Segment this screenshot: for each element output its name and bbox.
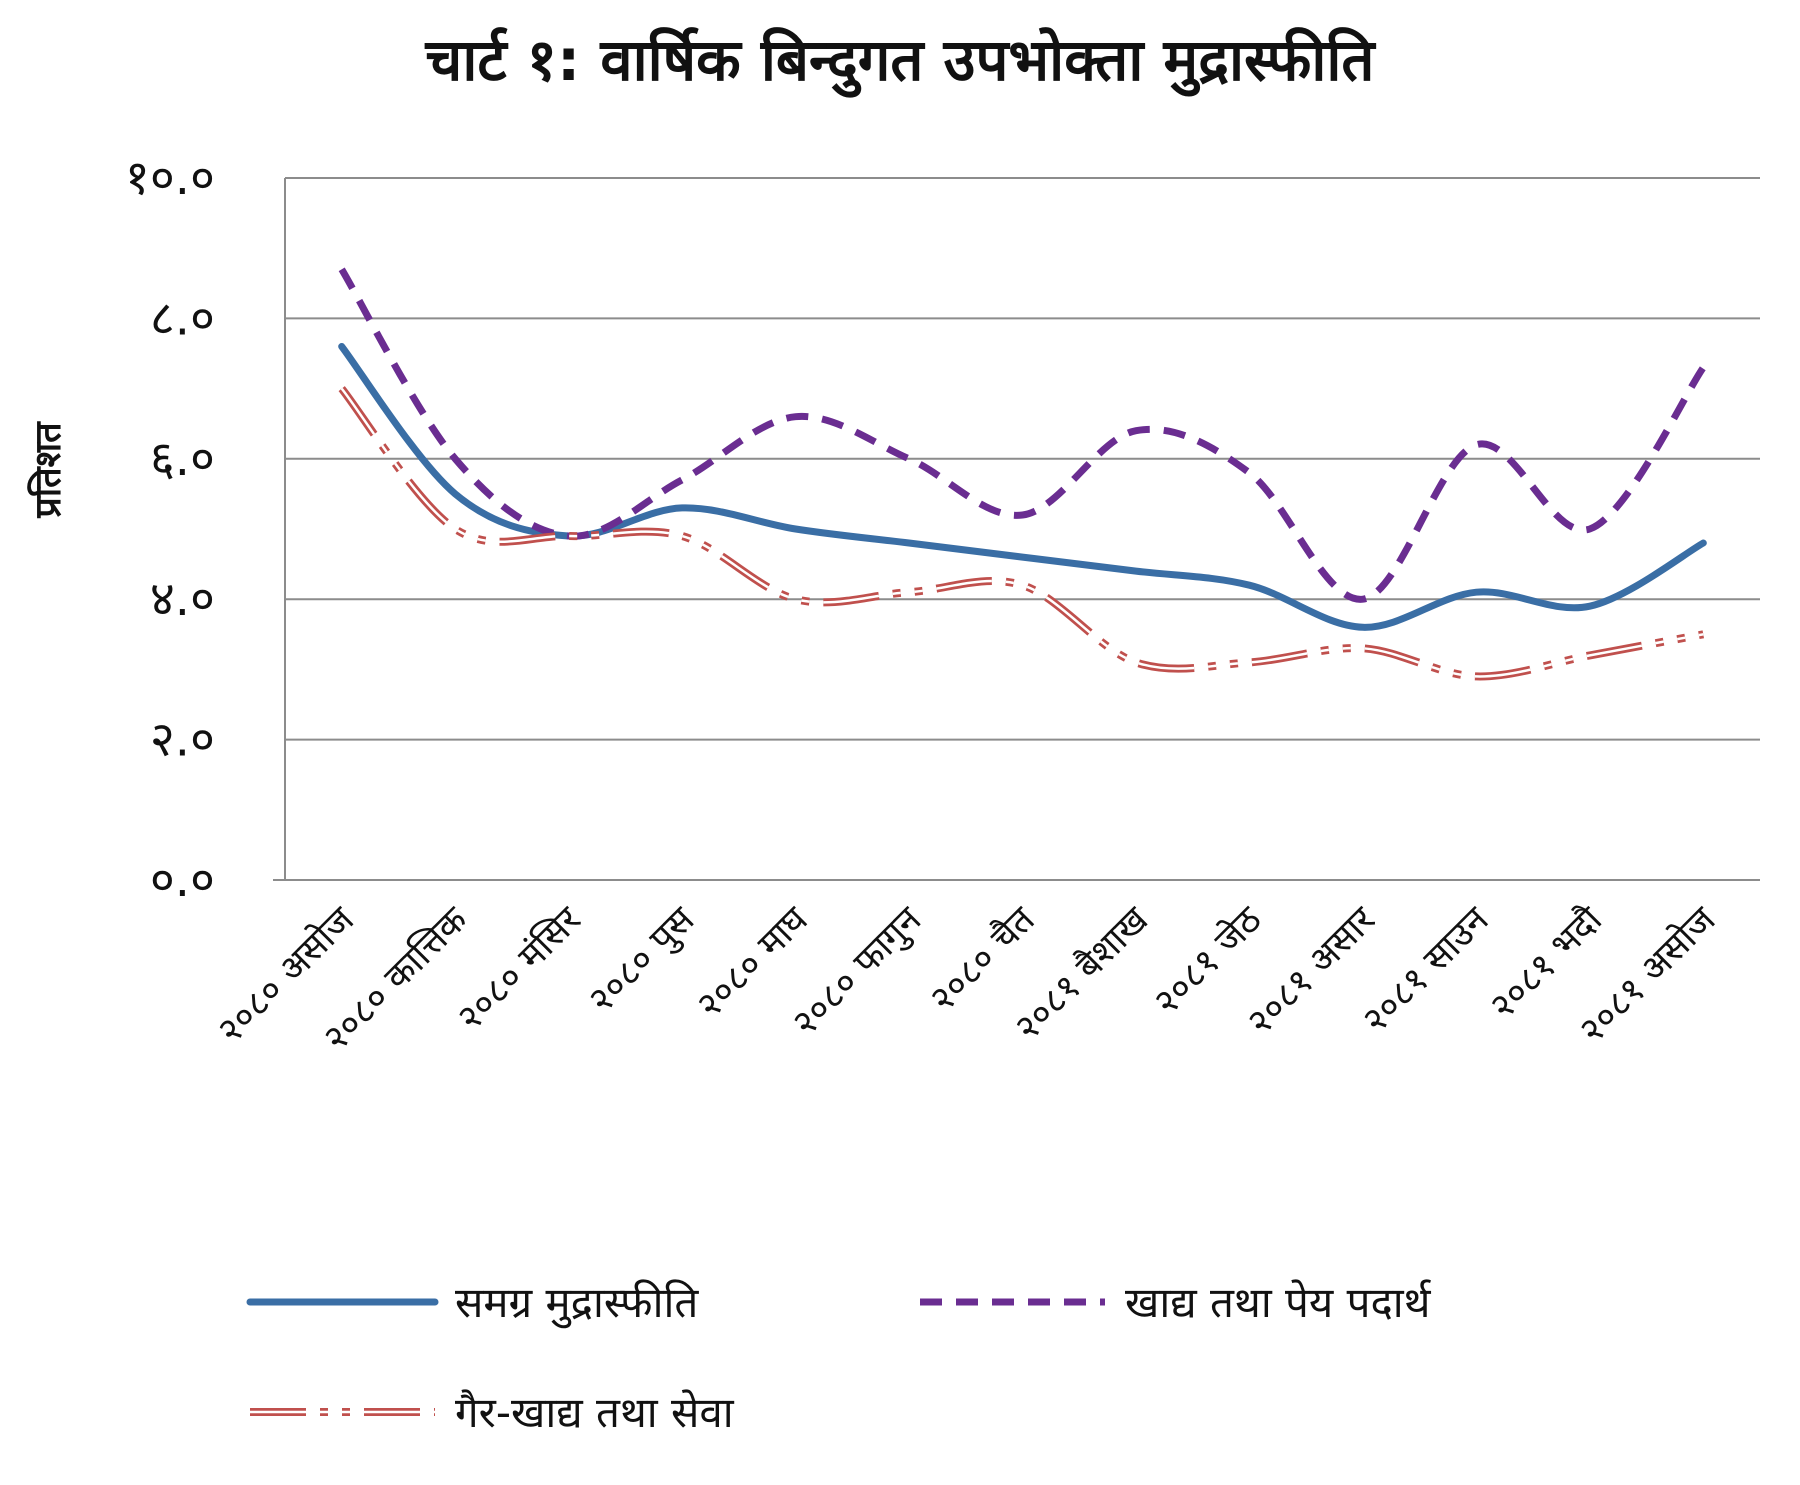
y-tick-label: २.०: [150, 712, 215, 768]
x-tick-label: २०८१ साउन: [1355, 899, 1498, 1042]
legend-label-food: खाद्य तथा पेय पदार्थ: [1125, 1278, 1432, 1327]
y-tick-label: ०.०: [150, 852, 215, 908]
series-line-overall: [338, 343, 1707, 631]
y-tick-label: ६.०: [150, 431, 215, 487]
legend-label-overall: समग्र मुद्रास्फीति: [455, 1278, 699, 1329]
gridlines: [285, 177, 1760, 741]
series-line-food: [338, 267, 1707, 603]
series-line-nonfood-inner: [340, 387, 1704, 678]
series-lines: [338, 267, 1707, 681]
legend: समग्र मुद्रास्फीति खाद्य तथा पेय पदार्थ गै…: [246, 1278, 1432, 1437]
y-tick-label: ८.०: [150, 290, 215, 346]
y-axis-label: प्रतिशत: [27, 421, 69, 519]
legend-label-nonfood: गैर-खाद्य तथा सेवा: [455, 1388, 735, 1437]
x-tick-label: २०८० पुस: [581, 899, 704, 1022]
chart-title: चार्ट १: वार्षिक बिन्दुगत उपभोक्ता मुद्र…: [425, 26, 1377, 98]
y-tick-label: ४.०: [150, 571, 215, 627]
y-tick-labels: ०.० २.० ४.० ६.० ८.० १०.०: [125, 150, 215, 908]
axes: [273, 178, 1760, 881]
x-tick-label: २०८० मंसिर: [449, 898, 590, 1039]
y-tick-label: १०.०: [125, 150, 215, 206]
